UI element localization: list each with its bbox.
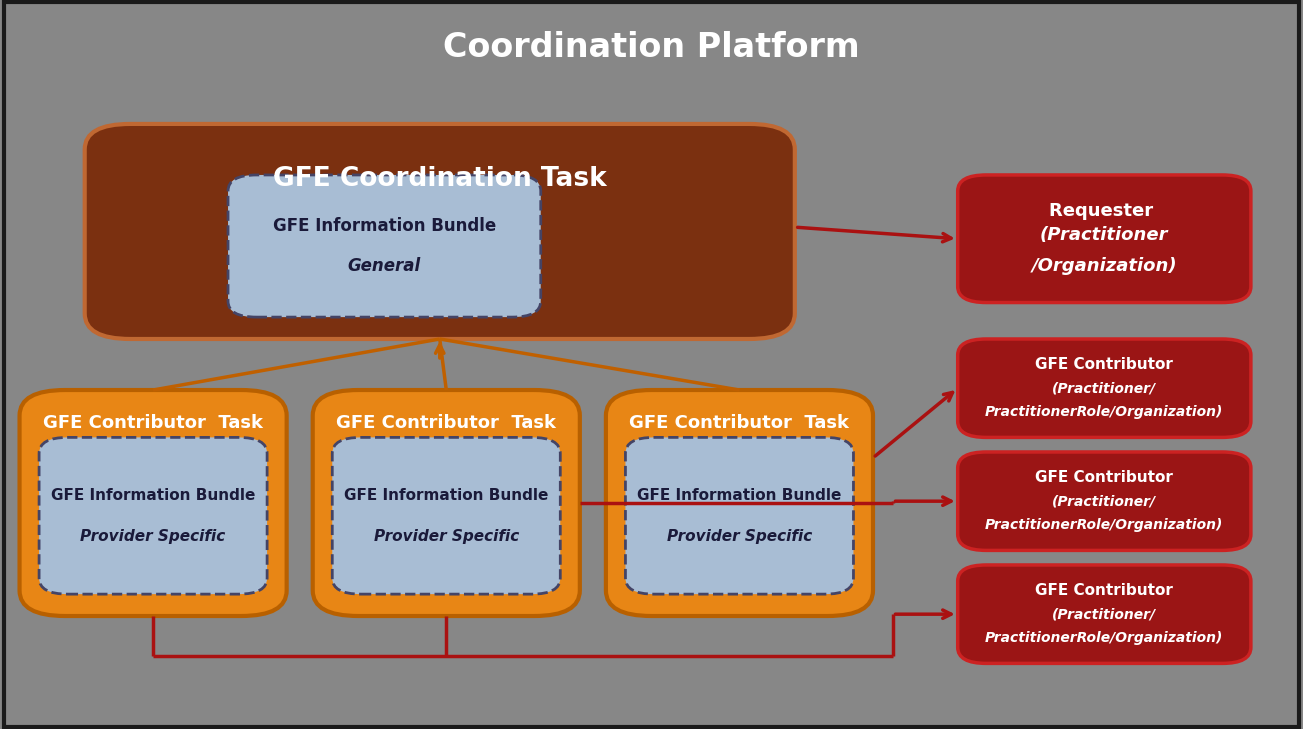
Text: Provider Specific: Provider Specific	[81, 529, 225, 544]
Text: Coordination Platform: Coordination Platform	[443, 31, 860, 64]
Text: (Practitioner/: (Practitioner/	[1053, 607, 1156, 621]
FancyBboxPatch shape	[625, 437, 853, 594]
Text: PractitionerRole/Organization): PractitionerRole/Organization)	[985, 631, 1224, 645]
Text: /Organization): /Organization)	[1032, 257, 1177, 276]
Text: General: General	[348, 257, 421, 276]
Text: GFE Contributor: GFE Contributor	[1036, 582, 1173, 598]
FancyBboxPatch shape	[958, 339, 1251, 437]
FancyBboxPatch shape	[39, 437, 267, 594]
FancyBboxPatch shape	[606, 390, 873, 616]
FancyBboxPatch shape	[958, 452, 1251, 550]
FancyBboxPatch shape	[228, 175, 541, 317]
Text: (Practitioner: (Practitioner	[1040, 226, 1169, 244]
Text: GFE Contributor: GFE Contributor	[1036, 356, 1173, 372]
Text: GFE Contributor  Task: GFE Contributor Task	[43, 414, 263, 432]
Text: (Practitioner/: (Practitioner/	[1053, 381, 1156, 395]
Text: Provider Specific: Provider Specific	[667, 529, 812, 544]
Text: GFE Information Bundle: GFE Information Bundle	[344, 488, 549, 503]
Text: GFE Information Bundle: GFE Information Bundle	[637, 488, 842, 503]
Text: (Practitioner/: (Practitioner/	[1053, 494, 1156, 508]
Text: GFE Contributor: GFE Contributor	[1036, 469, 1173, 485]
Text: GFE Information Bundle: GFE Information Bundle	[272, 217, 496, 235]
Text: Requester: Requester	[1049, 202, 1160, 220]
FancyBboxPatch shape	[20, 390, 287, 616]
FancyBboxPatch shape	[958, 565, 1251, 663]
FancyBboxPatch shape	[332, 437, 560, 594]
Text: Provider Specific: Provider Specific	[374, 529, 519, 544]
Text: GFE Contributor  Task: GFE Contributor Task	[336, 414, 556, 432]
FancyBboxPatch shape	[958, 175, 1251, 303]
FancyBboxPatch shape	[85, 124, 795, 339]
Text: GFE Information Bundle: GFE Information Bundle	[51, 488, 255, 503]
Text: PractitionerRole/Organization): PractitionerRole/Organization)	[985, 405, 1224, 419]
FancyBboxPatch shape	[313, 390, 580, 616]
Text: PractitionerRole/Organization): PractitionerRole/Organization)	[985, 518, 1224, 532]
Text: GFE Coordination Task: GFE Coordination Task	[272, 165, 607, 192]
Text: GFE Contributor  Task: GFE Contributor Task	[629, 414, 850, 432]
